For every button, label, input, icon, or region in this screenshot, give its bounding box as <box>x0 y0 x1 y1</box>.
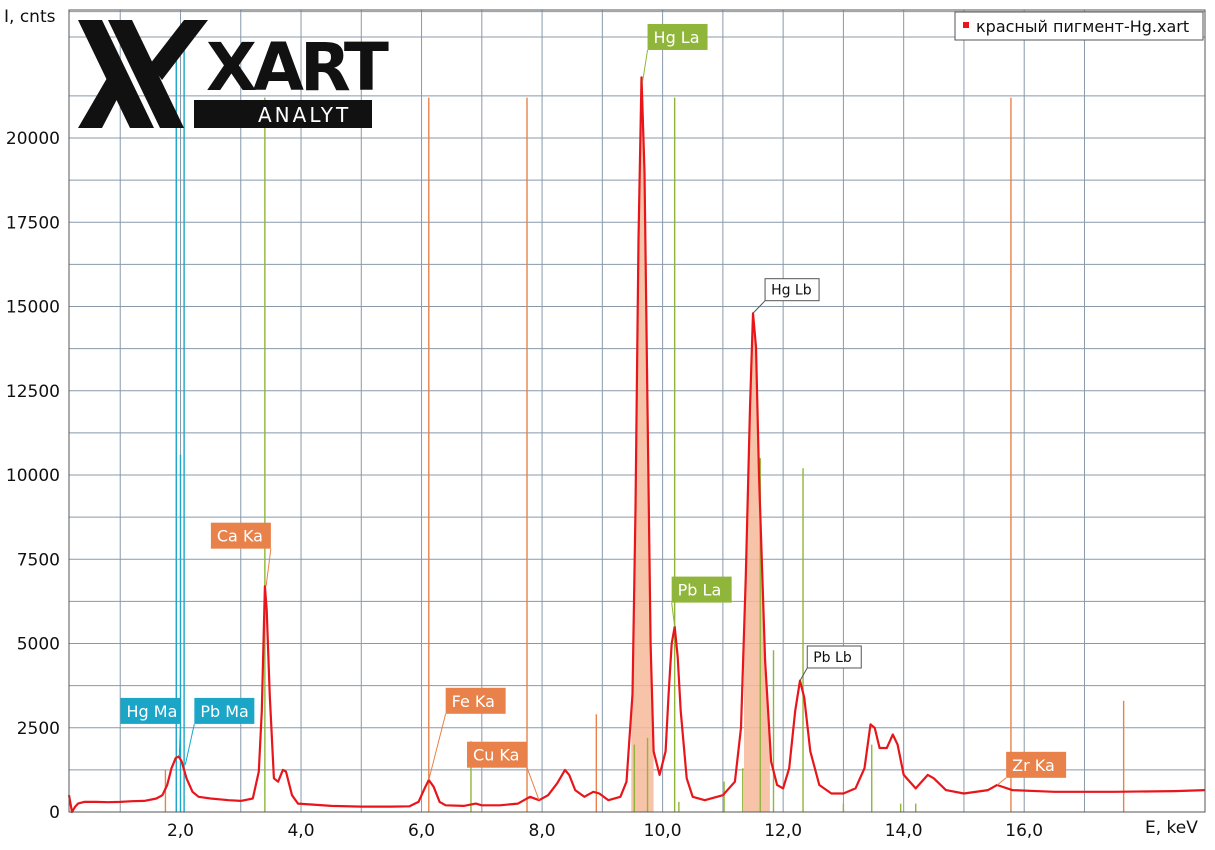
y-tick-label: 12500 <box>6 382 60 402</box>
annotation-label: Cu Ka <box>473 746 519 765</box>
peak-annotation: Pb La <box>671 576 732 627</box>
y-tick-label: 0 <box>49 803 60 823</box>
annotation-leader <box>671 602 676 627</box>
logo-x-stroke-4 <box>150 20 208 80</box>
logo-x-stroke-3 <box>78 66 126 128</box>
annotation-box <box>806 645 862 669</box>
x-tick-label: 14,0 <box>885 821 923 841</box>
annotation-label: Hg La <box>654 28 700 47</box>
annotation-label: Pb Ma <box>200 702 249 721</box>
xart-logo: XART ANALYT <box>78 20 393 128</box>
y-tick-label: 15000 <box>6 298 60 318</box>
annotation-leader <box>799 667 808 681</box>
annotation-box <box>764 278 820 302</box>
peak-fill <box>631 82 654 812</box>
x-axis-title: E, keV <box>1145 818 1198 838</box>
annotation-label: Zr Ka <box>1012 756 1055 775</box>
logo-mark: XART <box>206 29 389 106</box>
annotation-box <box>671 576 732 603</box>
y-tick-label: 17500 <box>6 213 60 233</box>
plot-frame <box>68 9 1206 813</box>
logo-sub-background <box>194 100 372 128</box>
peak-annotation: Hg Ma <box>120 697 181 757</box>
peak-fill-regions <box>631 82 770 812</box>
legend-marker <box>963 22 969 28</box>
annotation-box <box>467 741 528 768</box>
annotation-label: Fe Ka <box>452 692 495 711</box>
peak-annotation: Hg Lb <box>752 278 820 314</box>
y-tick-label: 2500 <box>17 719 60 739</box>
spectrum-line <box>67 76 1206 814</box>
y-tick-label: 5000 <box>17 635 60 655</box>
y-tick-label: 20000 <box>6 129 60 149</box>
y-tick-label: 10000 <box>6 466 60 486</box>
x-tick-label: 12,0 <box>764 821 802 841</box>
peak-annotation: Pb Ma <box>184 697 255 765</box>
annotation-box <box>1006 751 1067 778</box>
logo-x-stroke-2 <box>108 20 184 128</box>
y-axis-title: I, cnts <box>4 7 56 27</box>
x-tick-label: 8,0 <box>529 821 556 841</box>
y-tick-label: 7500 <box>17 550 60 570</box>
logo-sub: ANALYT <box>258 103 351 127</box>
x-tick-label: 6,0 <box>408 821 435 841</box>
annotation-leader <box>996 777 1007 786</box>
legend-box <box>954 11 1204 41</box>
annotation-leader <box>265 548 272 587</box>
annotation-label: Hg Lb <box>771 283 812 299</box>
annotation-box <box>647 23 708 50</box>
axis-ticks: 2,0 4,0 6,0 8,0 10,0 12,0 14,0 16,0 0 2500 5000 750… <box>6 129 1043 841</box>
annotation-leader <box>178 723 181 757</box>
annotation-label: Hg Ma <box>126 702 177 721</box>
legend-entry: красный пигмент-Hg.xart <box>976 17 1189 36</box>
annotation-label: Ca Ka <box>217 527 263 546</box>
x-tick-label: 4,0 <box>287 821 314 841</box>
x-tick-label: 10,0 <box>644 821 682 841</box>
peak-annotation: Zr Ka <box>996 751 1067 786</box>
peak-fill <box>743 313 770 812</box>
annotation-leader <box>752 300 766 314</box>
annotation-box <box>210 522 271 549</box>
annotation-leader <box>184 723 195 765</box>
spectrum-series <box>67 76 1206 814</box>
x-tick-label: 16,0 <box>1005 821 1043 841</box>
annotation-box <box>120 697 181 724</box>
x-tick-label: 2,0 <box>167 821 194 841</box>
annotation-box <box>445 687 506 714</box>
peak-annotations: Hg Ma Pb Ma Ca Ka Fe Ka Cu Ka Hg La Pb La Hg Lb… <box>120 23 1067 801</box>
element-lines <box>164 36 1125 812</box>
annotation-label: Pb Lb <box>813 650 852 666</box>
annotation-label: Pb La <box>678 581 722 600</box>
annotation-box <box>194 697 255 724</box>
legend[interactable]: красный пигмент-Hg.xart <box>954 11 1204 41</box>
peak-annotation: Pb Lb <box>799 645 862 681</box>
peak-annotation: Fe Ka <box>428 687 506 781</box>
annotation-leader <box>642 49 649 81</box>
annotation-leader <box>526 767 540 801</box>
peak-annotation: Ca Ka <box>210 522 272 587</box>
peak-annotation: Cu Ka <box>467 741 540 801</box>
peak-annotation: Hg La <box>642 23 708 81</box>
annotation-leader <box>428 713 447 781</box>
